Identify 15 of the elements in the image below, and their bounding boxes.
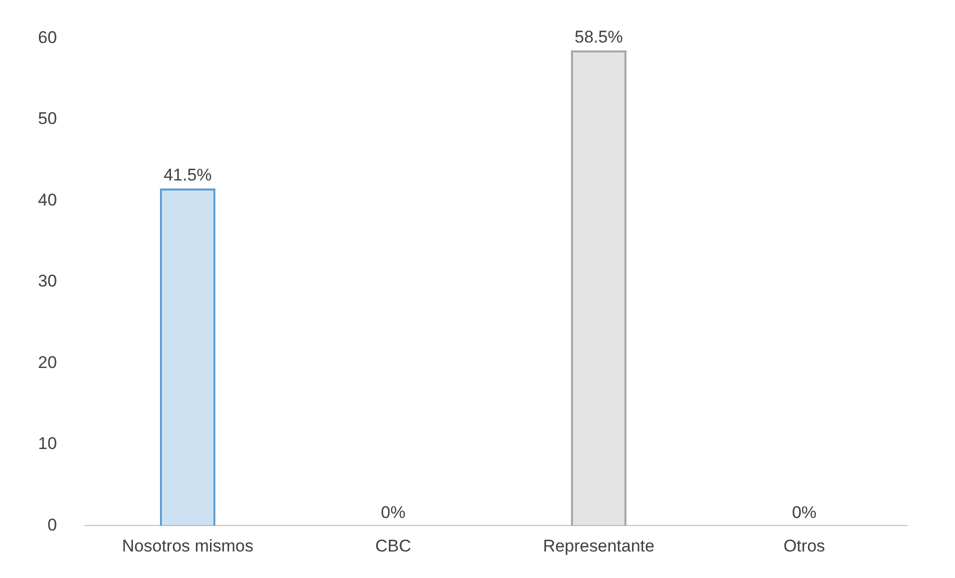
data-label: 41.5%	[164, 166, 212, 185]
y-tick-label: 40	[38, 190, 57, 210]
x-tick-label: Nosotros mismos	[122, 536, 254, 556]
y-tick-label: 30	[38, 272, 57, 291]
x-tick-label: CBC	[375, 536, 412, 556]
x-tick-label: Otros	[783, 536, 826, 556]
y-tick-label: 20	[38, 352, 57, 372]
y-tick-label: 50	[38, 109, 57, 128]
y-tick-label: 60	[38, 28, 57, 47]
y-tick-label: 10	[38, 434, 57, 454]
data-label: 58.5%	[574, 28, 623, 47]
data-label: 0%	[792, 502, 817, 522]
data-label: 0%	[380, 502, 406, 522]
y-tick-label: 0	[47, 515, 57, 534]
x-tick-label: Representante	[542, 536, 654, 556]
